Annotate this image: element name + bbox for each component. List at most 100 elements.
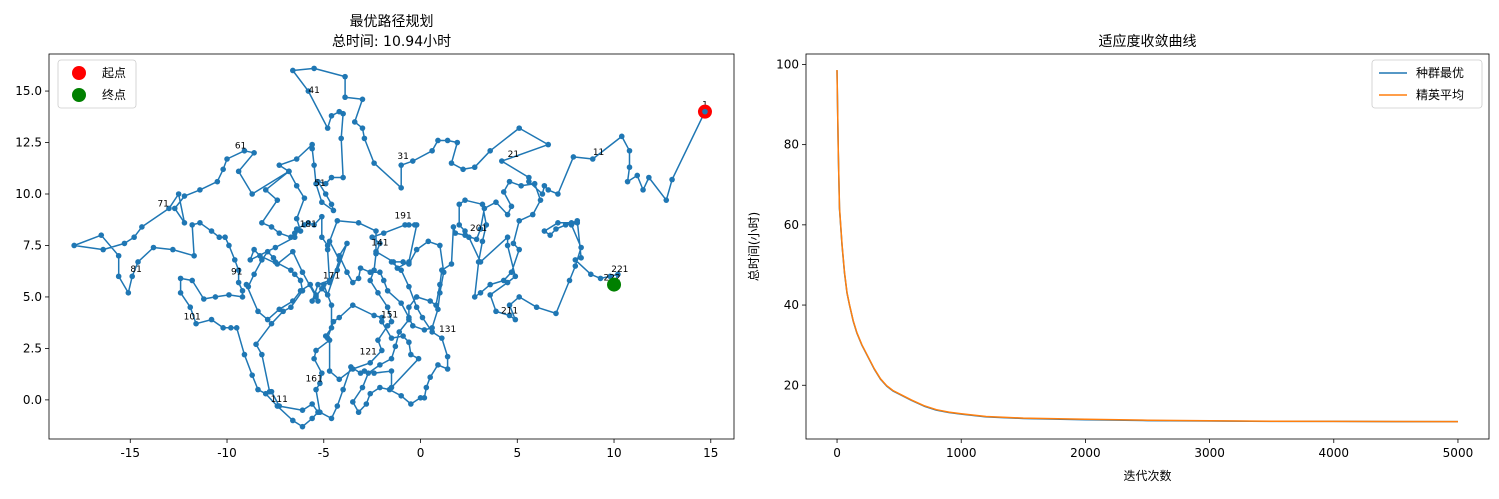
convergence-x-tick-label: 1000 [946,446,977,460]
route-point [241,147,248,154]
route-point [334,217,341,224]
route-point [220,166,226,173]
route-point [326,277,333,284]
route-point [286,168,292,175]
route-point [379,347,385,354]
route-point [516,294,523,300]
route-point [529,211,536,218]
route-point [276,230,283,236]
route-point [226,242,232,249]
route-point [288,267,294,273]
route-point [189,222,195,228]
route-point [324,292,331,298]
route-point [197,220,203,226]
route-point [249,191,255,197]
route-point [388,335,395,341]
route-x-tick-label: 5 [513,446,521,460]
route-y-tick-label: 15.0 [15,84,42,98]
route-point [363,401,370,407]
route-point [568,220,575,226]
route-point [224,156,230,162]
route-point [444,137,451,144]
end-marker [607,277,622,292]
route-point [537,197,544,203]
convergence-y-axis-label: 总时间(小时) [747,212,761,281]
route-point [115,273,122,280]
route-point [516,217,523,224]
route-point [293,182,300,189]
route-point [319,234,325,241]
route-point [309,141,315,148]
route-point [425,238,432,245]
route-point [359,125,366,131]
route-point [508,203,515,210]
route-point [377,362,383,368]
route-point [268,224,275,230]
convergence-chart-title: 适应度收敛曲线 [1099,33,1197,50]
route-point [264,248,271,255]
route-point [669,176,675,183]
route-point [340,386,346,393]
start-point [702,108,708,115]
route-point [307,281,314,288]
route-point [541,182,548,189]
route-point [377,384,383,391]
route-point [293,156,300,162]
route-point [477,226,484,232]
route-point [249,372,255,378]
route-point [400,333,406,339]
route-point [406,339,412,346]
route-point [479,238,486,245]
route-point [328,302,335,308]
route-point [640,187,646,193]
route-point [435,362,441,368]
route-point [408,351,414,358]
convergence-chart: 适应度收敛曲线 迭代次数 总时间(小时) 0 1000 2000 3000 4000 50… [747,33,1490,483]
convergence-y-tick-label: 80 [784,138,799,152]
route-point [208,316,215,323]
route-point [555,191,561,197]
route-point [526,174,532,181]
route-point [319,213,325,220]
route-point [359,96,366,103]
route-point [413,222,420,228]
route-point [437,290,443,296]
route-point [516,246,523,253]
route-point [448,261,455,267]
route-point-label: 61 [235,142,246,152]
route-x-tick-label: -10 [217,446,237,460]
route-point [541,228,548,234]
route-point [235,267,242,273]
route-point [572,257,579,263]
route-point [299,423,306,430]
route-point [377,269,383,276]
route-point [177,275,184,282]
route-point [477,259,484,265]
route-point [526,178,532,185]
route-point [504,279,511,286]
route-point [380,277,387,284]
route-point [330,318,337,325]
route-point [570,154,577,160]
convergence-x-tick-label: 5000 [1443,446,1474,460]
convergence-x-tick-label: 4000 [1318,446,1349,460]
route-point [504,242,511,249]
legend-end-marker [72,88,86,102]
route-point [626,147,633,154]
route-point [231,257,238,263]
route-axis-ticks: -15 -10 -5 0 5 10 15 0.0 2.5 5.0 7.5 10.0 12.5 15.0 [15,84,718,460]
route-point [626,164,633,171]
route-point [166,205,172,212]
route-point [466,234,472,241]
legend-best-label: 种群最优 [1416,66,1464,80]
route-point [413,304,420,311]
route-point [462,228,468,234]
route-point [313,294,319,300]
route-y-tick-label: 2.5 [23,341,42,355]
convergence-x-axis-label: 迭代次数 [1123,468,1171,483]
route-point [437,281,443,288]
route-point [555,220,561,226]
route-point-label: 201 [470,224,487,234]
route-point [406,222,412,228]
